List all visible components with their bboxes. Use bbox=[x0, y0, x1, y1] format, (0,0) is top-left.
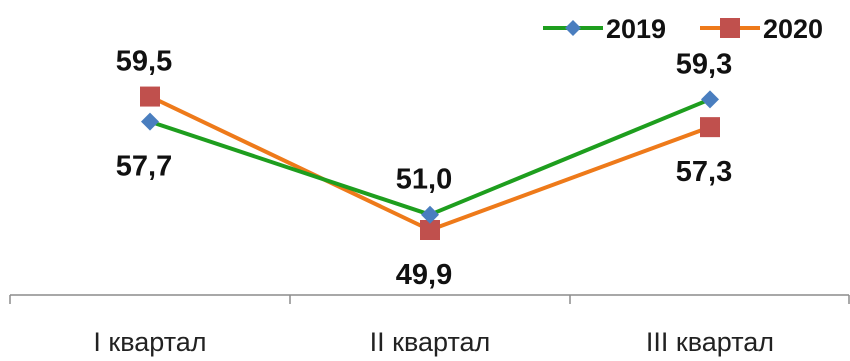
plot-area: 57,7 51,0 59,3 59,5 49,9 57,3 bbox=[116, 46, 732, 291]
legend-label-2020: 2020 bbox=[763, 14, 823, 44]
legend-item-2019: 2019 bbox=[543, 14, 666, 44]
x-tick-label-q2: II квартал bbox=[370, 327, 491, 357]
data-point-2020-3 bbox=[700, 117, 720, 138]
data-point-2020-1 bbox=[140, 86, 160, 107]
data-label-2020-3: 57,3 bbox=[676, 156, 732, 188]
legend-label-2019: 2019 bbox=[606, 14, 666, 44]
x-tick-label-q1: I квартал bbox=[93, 327, 206, 357]
data-label-2019-3: 59,3 bbox=[676, 48, 732, 80]
x-tick-label-q3: III квартал bbox=[646, 327, 774, 357]
data-label-2019-2: 51,0 bbox=[396, 164, 452, 196]
data-label-2019-1: 57,7 bbox=[116, 151, 172, 183]
data-point-2019-1 bbox=[141, 112, 159, 131]
data-point-2019-2 bbox=[421, 205, 439, 224]
legend-marker-2020 bbox=[720, 18, 740, 38]
data-label-2020-2: 49,9 bbox=[396, 259, 452, 291]
legend-item-2020: 2020 bbox=[700, 14, 823, 44]
data-label-2020-1: 59,5 bbox=[116, 46, 172, 78]
data-point-2019-3 bbox=[701, 90, 719, 109]
data-point-2020-2 bbox=[420, 220, 440, 240]
legend: 2019 2020 bbox=[543, 14, 823, 44]
x-axis: I квартал II квартал III квартал bbox=[9, 294, 850, 357]
legend-marker-2019 bbox=[565, 20, 581, 36]
